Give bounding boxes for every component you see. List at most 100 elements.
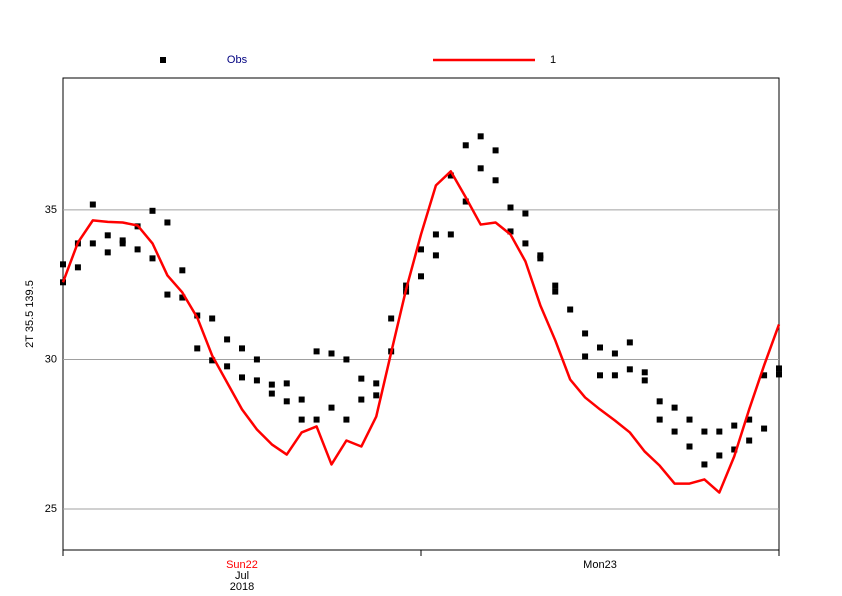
obs-point — [507, 204, 514, 211]
obs-point — [418, 273, 424, 280]
obs-point — [626, 366, 633, 373]
obs-point — [164, 219, 171, 226]
obs-point — [492, 147, 499, 154]
legend-label: 1 — [550, 54, 556, 66]
model-line — [61, 170, 781, 494]
obs-point — [89, 201, 96, 208]
obs-point — [343, 416, 350, 423]
legend-label: Obs — [227, 54, 248, 66]
obs-point — [716, 428, 723, 435]
y-tick-label: 35 — [45, 204, 57, 216]
y-tick-label: 30 — [45, 353, 57, 365]
obs-point — [537, 255, 544, 262]
obs-point — [761, 425, 768, 432]
obs-point — [552, 288, 559, 295]
obs-point — [447, 231, 454, 238]
obs-point — [283, 398, 290, 405]
obs-point — [671, 428, 678, 435]
obs-point — [119, 240, 126, 247]
obs-point — [686, 416, 693, 423]
obs-point — [611, 350, 618, 357]
obs-point — [746, 437, 753, 444]
obs-point — [253, 356, 260, 363]
obs-point — [432, 231, 439, 238]
obs-point — [552, 282, 559, 289]
obs-point — [224, 336, 231, 343]
obs-point — [731, 446, 738, 453]
obs-point — [597, 372, 603, 379]
obs-point — [656, 416, 663, 423]
y-axis-label: 2T 35.5 139.5 — [24, 280, 36, 348]
obs-point — [686, 443, 693, 450]
obs-point — [60, 261, 66, 268]
obs-point — [268, 381, 275, 388]
obs-point — [626, 339, 633, 346]
obs-point — [746, 416, 753, 423]
obs-point — [358, 396, 365, 403]
obs-point — [761, 372, 768, 379]
obs-point — [149, 207, 156, 214]
x-date-label: Mon23 — [583, 559, 617, 571]
obs-point — [253, 377, 260, 384]
obs-point — [641, 377, 648, 384]
obs-point — [671, 404, 678, 411]
obs-point — [716, 452, 723, 459]
x-date-label: Sun22 — [226, 559, 258, 571]
obs-point — [343, 356, 350, 363]
obs-point — [522, 210, 529, 217]
obs-point — [731, 422, 738, 429]
obs-point — [507, 228, 514, 235]
obs-point — [149, 255, 156, 262]
legend-marker — [160, 57, 166, 63]
obs-point — [776, 365, 782, 372]
obs-point — [462, 198, 469, 205]
obs-point — [656, 398, 663, 405]
obs-point — [447, 172, 454, 179]
obs-point — [239, 374, 245, 381]
obs-point — [373, 392, 380, 399]
obs-point — [268, 390, 275, 397]
y-tick-label: 25 — [45, 503, 57, 515]
obs-point — [164, 291, 171, 298]
obs-point — [373, 380, 380, 387]
obs-point — [597, 344, 603, 351]
obs-point — [701, 428, 708, 435]
obs-point — [432, 252, 439, 259]
obs-point — [567, 306, 574, 313]
obs-point — [224, 363, 231, 370]
obs-point — [477, 133, 484, 140]
obs-point — [179, 267, 186, 274]
obs-point — [179, 294, 186, 301]
obs-point — [522, 240, 529, 247]
obs-point — [611, 372, 618, 379]
obs-point — [358, 375, 365, 382]
obs-point — [89, 240, 96, 247]
obs-point — [492, 177, 499, 184]
x-date-sublabel: Jul — [235, 570, 249, 582]
obs-point — [104, 249, 111, 256]
obs-point — [239, 345, 245, 352]
obs-point — [209, 315, 216, 322]
obs-point — [582, 330, 589, 337]
x-date-sublabel: 2018 — [230, 581, 254, 593]
obs-point — [298, 396, 305, 403]
obs-point — [641, 369, 648, 376]
obs-point — [313, 416, 320, 423]
obs-point — [313, 348, 320, 355]
obs-point — [701, 461, 708, 468]
obs-point — [134, 246, 141, 253]
obs-point — [74, 264, 81, 271]
obs-point — [477, 165, 484, 172]
obs-point — [194, 345, 201, 352]
obs-point — [418, 246, 424, 253]
obs-point — [283, 380, 290, 387]
obs-point — [209, 357, 216, 364]
obs-point — [776, 371, 782, 378]
obs-point — [328, 404, 335, 411]
obs-point — [388, 315, 395, 322]
obs-point — [462, 142, 469, 149]
obs-point — [298, 416, 305, 423]
obs-point — [582, 353, 589, 360]
obs-point — [328, 350, 335, 357]
